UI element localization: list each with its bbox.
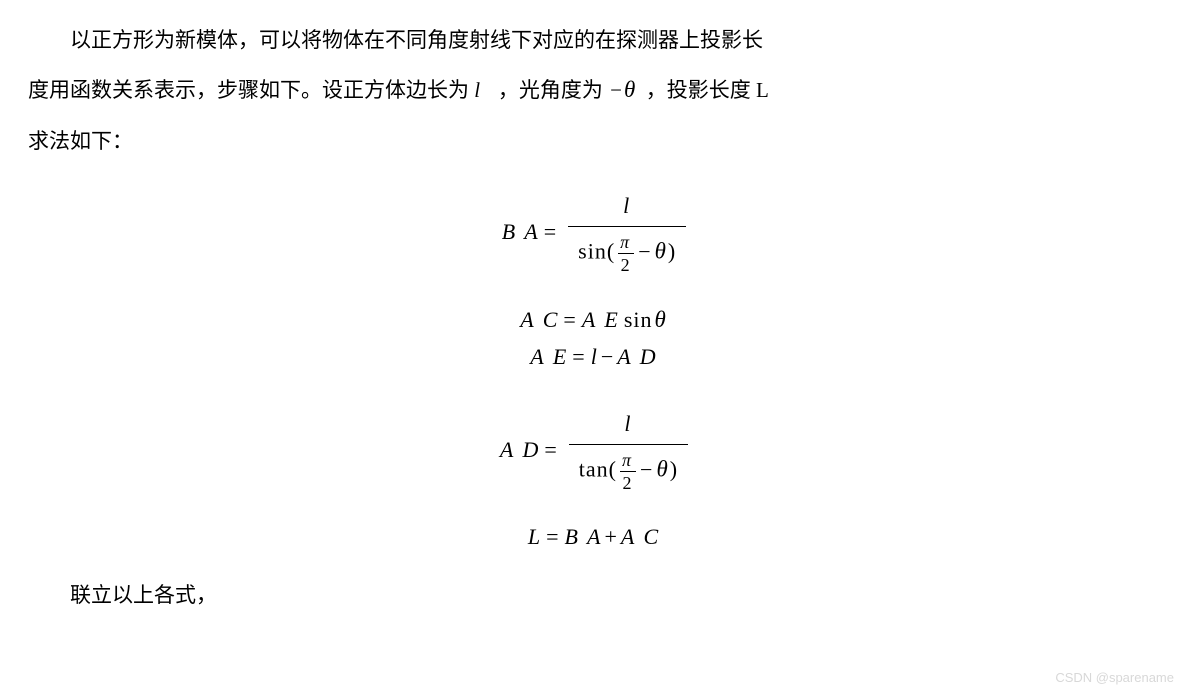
intro-text-2b: ，光角度为: [498, 78, 603, 102]
eq1-numerator: l: [613, 189, 641, 226]
equation-4: A D = l tan(π2−θ): [500, 407, 688, 494]
paragraph-intro-end: 求法如下：: [28, 117, 1160, 165]
eq3-lhs: A E: [530, 342, 568, 373]
intro-text-1: 以正方形为新模体，可以将物体在不同角度射线下对应的在探测器上投影长: [70, 28, 763, 52]
eq2-rhs-a: A E: [582, 305, 620, 336]
equation-block: B A = l sin(π2−θ) A C = A E sin θ A E = …: [28, 189, 1160, 556]
eq5-rhs-b: A C: [621, 522, 660, 553]
eq3-rhs-b: A D: [617, 342, 657, 373]
eq1-denominator: sin(π2−θ): [568, 226, 686, 276]
eq4-lhs: A D: [500, 435, 540, 466]
eq5-lhs: L: [528, 522, 542, 553]
equation-3: A E = l − A D: [530, 342, 657, 373]
eq1-lhs: B A: [502, 217, 540, 248]
intro-text-2a: 度用函数关系表示，步骤如下。设正方体边长为: [28, 78, 469, 102]
equation-2: A C = A E sin θ: [520, 304, 668, 336]
intro-text-2c: ，投影长度 L: [646, 78, 769, 102]
var-theta: θ: [624, 77, 635, 102]
eq2-lhs: A C: [520, 305, 559, 336]
watermark: CSDN @sparename: [1055, 670, 1174, 685]
equation-2-3-group: A C = A E sin θ A E = l − A D: [520, 304, 668, 373]
eq4-numerator: l: [614, 407, 642, 444]
eq4-fraction: l tan(π2−θ): [569, 407, 688, 494]
intro-text-3: 求法如下：: [28, 129, 133, 153]
eq4-denominator: tan(π2−θ): [569, 444, 688, 494]
eq5-rhs-a: B A: [565, 522, 603, 553]
conclusion-text: 联立以上各式，: [70, 583, 217, 607]
paragraph-intro: 以正方形为新模体，可以将物体在不同角度射线下对应的在探测器上投影长: [28, 16, 1160, 64]
paragraph-intro-cont: 度用函数关系表示，步骤如下。设正方体边长为 l ，光角度为 −θ ，投影长度 L: [28, 64, 1160, 117]
eq1-fraction: l sin(π2−θ): [568, 189, 686, 276]
paragraph-conclusion: 联立以上各式，: [28, 571, 1160, 619]
equation-5: L = B A + A C: [528, 522, 660, 553]
var-l: l: [474, 78, 482, 102]
equation-1: B A = l sin(π2−θ): [502, 189, 687, 276]
eq3-rhs-a: l: [591, 342, 599, 373]
